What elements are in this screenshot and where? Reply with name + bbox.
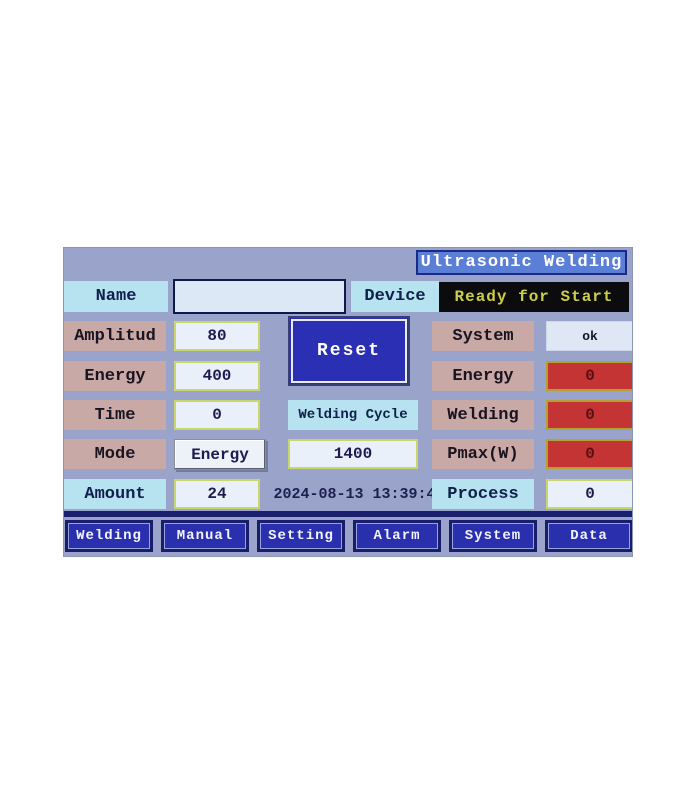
nav-button-setting[interactable]: Setting xyxy=(257,520,345,552)
amount-label: Amount xyxy=(64,479,166,509)
amplitude-value-field[interactable]: 80 xyxy=(174,321,260,351)
hmi-screen: Ultrasonic Welding Name Device Ready for… xyxy=(63,247,633,557)
process-label: Process xyxy=(432,479,534,509)
mode-label: Mode xyxy=(64,439,166,469)
energy-actual-value: 0 xyxy=(546,361,632,391)
welding-actual-value: 0 xyxy=(546,400,632,430)
device-status-badge: Ready for Start xyxy=(439,282,629,312)
device-label: Device xyxy=(351,281,439,312)
mode-select-button[interactable]: Energy xyxy=(174,439,266,470)
time-label: Time xyxy=(64,400,166,430)
system-status-value: ok xyxy=(546,321,632,351)
pmax-value: 0 xyxy=(546,439,632,469)
energy-actual-label: Energy xyxy=(432,361,534,391)
nav-button-manual[interactable]: Manual xyxy=(161,520,249,552)
nav-button-data[interactable]: Data xyxy=(545,520,632,552)
page-title: Ultrasonic Welding xyxy=(416,250,627,275)
nav-button-welding[interactable]: Welding xyxy=(65,520,153,552)
nav-button-alarm[interactable]: Alarm xyxy=(353,520,441,552)
reset-button[interactable]: Reset xyxy=(288,316,410,386)
amount-value-field[interactable]: 24 xyxy=(174,479,260,509)
process-value: 0 xyxy=(546,479,632,509)
amplitude-label: Amplitud xyxy=(64,321,166,351)
pmax-label: Pmax(W) xyxy=(432,439,534,469)
welding-cycle-value-field[interactable]: 1400 xyxy=(288,439,418,469)
welding-cycle-label: Welding Cycle xyxy=(288,400,418,430)
nav-separator xyxy=(64,511,632,517)
name-label: Name xyxy=(64,281,168,312)
energy-setpoint-label: Energy xyxy=(64,361,166,391)
name-input[interactable] xyxy=(173,279,346,314)
datetime-display: 2024-08-13 13:39:48 xyxy=(273,485,445,503)
energy-setpoint-value-field[interactable]: 400 xyxy=(174,361,260,391)
system-status-label: System xyxy=(432,321,534,351)
time-value-field[interactable]: 0 xyxy=(174,400,260,430)
welding-actual-label: Welding xyxy=(432,400,534,430)
nav-button-system[interactable]: System xyxy=(449,520,537,552)
